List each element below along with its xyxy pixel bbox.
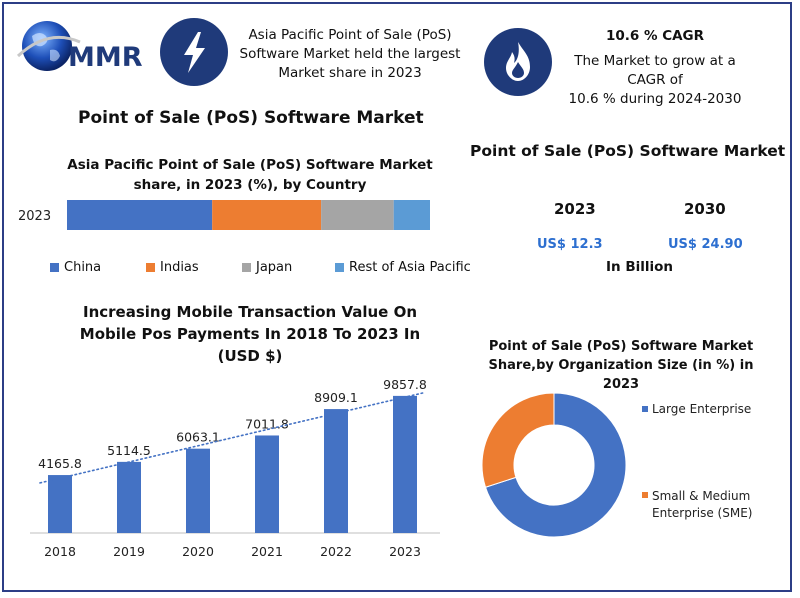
column-bar-2020 [186,448,210,533]
donut-title-line-1: Point of Sale (PoS) Software Market [488,339,754,354]
cagr-title: 10.6 % CAGR [605,28,705,44]
donut-slice-1 [481,392,555,488]
globe-icon: MMR [16,21,143,73]
stacked-category-label: 2023 [18,209,51,224]
donut-slice-0 [484,392,627,538]
column-value-label-2018: 4165.8 [38,456,82,471]
column-x-tick-2018: 2018 [44,544,76,559]
cagr-line-2: 10.6 % during 2024-2030 [568,91,742,107]
stacked-segment-china [67,200,213,230]
legend-item-rest-of-asia-pacific: Rest of Asia Pacific [335,260,471,275]
column-title-line-1: Increasing Mobile Transaction Value On [83,303,417,321]
column-x-tick-2020: 2020 [182,544,214,559]
stacked-segment-japan [321,200,394,230]
stacked-chart-title: Asia Pacific Point of Sale (PoS) Softwar… [40,155,460,195]
legend-item-china: China [50,260,101,275]
legend-label: Japan [256,260,293,275]
legend-swatch [242,263,251,272]
value-2030: US$ 24.90 [668,237,743,252]
donut-title-line-2: Share,by Organization Size (in %) in [488,358,754,373]
value-2023: US$ 12.3 [537,237,603,252]
legend-label: Rest of Asia Pacific [349,260,471,275]
column-x-tick-2023: 2023 [389,544,421,559]
column-x-tick-2022: 2022 [320,544,352,559]
infographic-frame [2,2,792,592]
donut-legend-label-1-line-0: Small & Medium [652,489,750,503]
legend-label: Indias [160,260,199,275]
apac-line-3: Market share in 2023 [278,65,422,81]
legend-swatch [146,263,155,272]
column-bar-2022 [324,409,348,533]
donut-legend-swatch-0 [642,406,648,412]
apac-highlight: Asia Pacific Point of Sale (PoS) Softwar… [234,26,466,83]
apac-line-1: Asia Pacific Point of Sale (PoS) [248,27,452,43]
main-title: Point of Sale (PoS) Software Market [78,108,424,128]
donut-title-line-3: 2023 [602,377,640,392]
stacked-bar-chart: 2023 [18,200,430,230]
mmr-logo: MMR [10,10,155,85]
column-bar-2018 [48,475,72,533]
stacked-title-line-1: Asia Pacific Point of Sale (PoS) Softwar… [67,157,433,173]
legend-item-japan: Japan [242,260,292,275]
donut-legend-label-1-line-1: Enterprise (SME) [652,506,752,520]
cagr-line-1: The Market to grow at a CAGR of [574,53,736,88]
donut-chart: Large Enterprise Small & Medium Enterprise… [481,392,752,538]
legend-swatch [335,263,344,272]
column-chart-title: Increasing Mobile Transaction Value On M… [40,301,460,367]
column-x-tick-2021: 2021 [251,544,283,559]
column-bar-2023 [393,395,417,533]
legend-label: China [64,260,102,275]
column-chart: 4165.820185114.520196063.120207011.82021… [30,380,440,559]
donut-legend-swatch-1 [642,492,648,498]
apac-line-2: Software Market held the largest [239,46,461,62]
logo-text: MMR [68,42,143,73]
column-value-label-2019: 5114.5 [107,443,151,458]
market-size-title: Point of Sale (PoS) Software Market [470,142,786,160]
unit-label: In Billion [606,259,674,275]
lightning-icon [160,18,228,86]
column-bar-2019 [117,461,141,533]
flame-icon [484,28,552,96]
column-value-label-2020: 6063.1 [176,430,220,445]
legend-item-indias: Indias [146,260,199,275]
stacked-title-line-2: share, in 2023 (%), by Country [133,177,367,193]
column-trendline [39,391,426,484]
column-bar-2021 [255,435,279,533]
column-title-line-2: Mobile Pos Payments In 2018 To 2023 In [79,325,421,343]
column-title-line-3: (USD $) [217,347,283,365]
cagr-block: 10.6 % CAGR The Market to grow at a CAGR… [556,26,754,109]
year-2023-label: 2023 [554,200,596,218]
column-x-tick-2019: 2019 [113,544,145,559]
year-2030-label: 2030 [684,200,726,218]
legend-swatch [50,263,59,272]
column-value-label-2023: 9857.8 [383,380,427,392]
stacked-segment-rest-of-asia-pacific [393,200,430,230]
column-value-label-2022: 8909.1 [314,390,358,405]
donut-chart-title: Point of Sale (PoS) Software Market Shar… [476,337,766,394]
donut-legend-label-0: Large Enterprise [652,402,751,416]
stacked-segment-indias [212,200,322,230]
